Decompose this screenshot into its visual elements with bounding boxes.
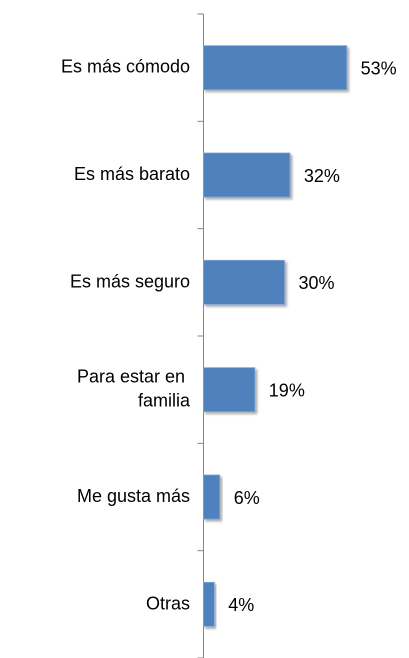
value-label: 4% bbox=[228, 595, 254, 615]
bar bbox=[203, 45, 348, 91]
value-label: 19% bbox=[269, 380, 305, 400]
category-label: Me gusta más bbox=[77, 486, 190, 506]
bar bbox=[203, 259, 285, 305]
value-label: 53% bbox=[361, 58, 397, 78]
category-label: Es más cómodo bbox=[61, 56, 190, 76]
value-label: 32% bbox=[304, 166, 340, 186]
category-label: Es más seguro bbox=[70, 271, 190, 291]
value-label: 6% bbox=[234, 488, 260, 508]
category-label: Es más barato bbox=[74, 164, 190, 184]
category-label: Otras bbox=[146, 593, 190, 613]
bar bbox=[203, 581, 215, 627]
bar bbox=[203, 474, 221, 520]
value-label: 30% bbox=[299, 273, 335, 293]
category-label: Para estar en familia bbox=[77, 366, 191, 410]
bar bbox=[203, 152, 291, 198]
bar bbox=[203, 367, 256, 413]
